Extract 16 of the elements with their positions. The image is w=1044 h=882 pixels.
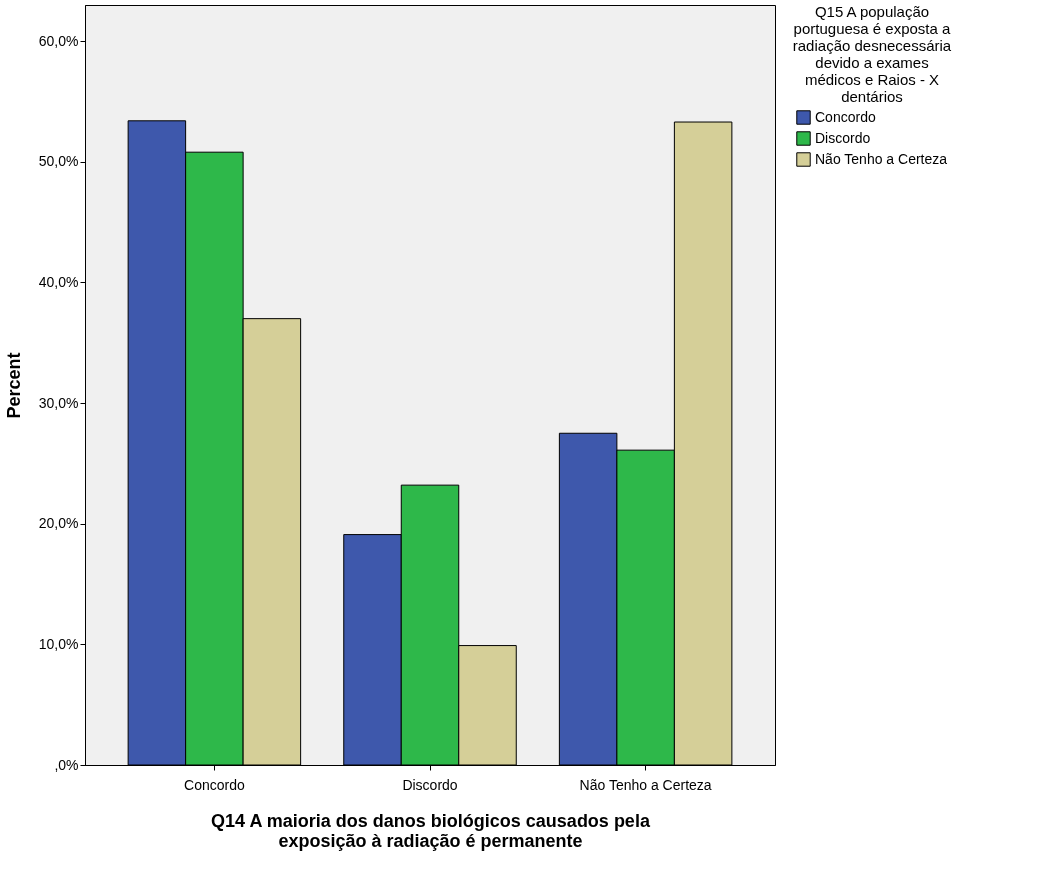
legend-label: Discordo [815,129,871,146]
legend-label: Concordo [815,108,876,125]
x-tick-label: Não Tenho a Certeza [579,776,712,793]
legend-label: Não Tenho a Certeza [815,150,948,167]
y-tick-label: 50,0% [38,153,79,170]
y-axis-title: Percent [3,352,24,419]
x-tick-label: Discordo [402,776,458,793]
y-tick-label: ,0% [54,756,79,773]
y-tick-label: 30,0% [38,394,79,411]
legend-title: Q15 A população portuguesa é exposta a radiação desnecessária devido a exames médicos e Raios - X dentários [792,3,952,105]
y-tick-label: 60,0% [38,32,79,49]
y-tick-label: 10,0% [38,635,79,652]
x-tick-label: Concordo [184,776,245,793]
y-tick-label: 20,0% [38,515,79,532]
y-tick-label: 40,0% [38,273,79,290]
x-axis-title: Q14 A maioria dos danos biológicos causados pela exposição à radiação é permanente [211,810,651,851]
